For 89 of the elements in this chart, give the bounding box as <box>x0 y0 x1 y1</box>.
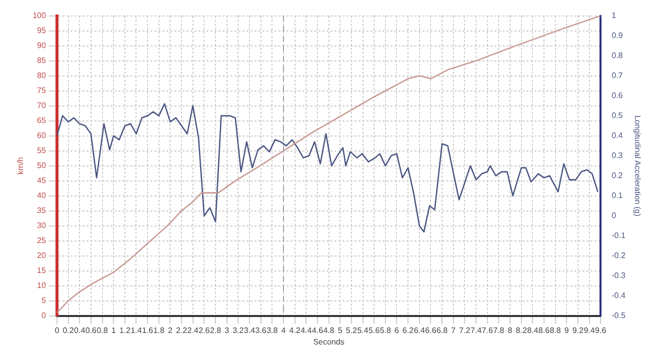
x-tick-label: 8.6 <box>538 326 550 335</box>
y-tick-label: 40 <box>37 191 46 200</box>
y-tick-label: 15 <box>37 266 46 276</box>
x-tick-label: 8 <box>508 326 513 335</box>
y2-tick-label: 0 <box>612 211 617 220</box>
y2-tick-label: -0.4 <box>612 291 626 300</box>
y-tick-label: 50 <box>37 161 46 170</box>
x-tick-label: 6.8 <box>436 326 448 335</box>
x-tick-label: 5.8 <box>380 326 392 335</box>
y2-tick-label: 0.1 <box>612 191 624 200</box>
x-tick-label: 9 <box>564 326 570 335</box>
x-tick-label: 5.2 <box>346 326 358 335</box>
y2-tick-label: 0.8 <box>612 51 624 60</box>
x-tick-label: 5.4 <box>357 326 369 335</box>
x-tick-label: 1.6 <box>142 326 154 335</box>
y-tick-label: 95 <box>37 26 46 36</box>
y-tick-label: 20 <box>37 251 46 260</box>
x-tick-label: 9.4 <box>584 326 596 335</box>
x-tick-label: 4 <box>281 326 286 335</box>
y-tick-label: 70 <box>37 101 46 110</box>
y2-axis-title: Longitudinal Acceleration (g) <box>632 115 642 217</box>
x-tick-label: 4.2 <box>289 326 301 335</box>
y2-tick-label: -0.2 <box>612 251 626 260</box>
x-tick-label: 3.6 <box>255 326 267 335</box>
x-tick-label: 3.2 <box>232 326 244 335</box>
y-tick-label: 90 <box>37 41 46 50</box>
x-tick-label: 6 <box>394 326 400 335</box>
x-tick-label: 0.4 <box>74 326 86 335</box>
x-tick-label: 1.4 <box>130 326 142 335</box>
y2-tick-label: 0.4 <box>612 131 624 140</box>
y2-tick-label: -0.5 <box>612 311 626 320</box>
x-tick-label: 3.8 <box>266 326 278 335</box>
y2-tick-label: 1 <box>612 11 617 20</box>
x-tick-label: 2.8 <box>210 326 222 335</box>
y-tick-label: 5 <box>41 296 46 306</box>
y2-tick-label: -0.1 <box>612 231 626 240</box>
x-tick-label: 8.8 <box>550 326 562 335</box>
y2-tick-label: 0.9 <box>612 31 624 40</box>
y2-tick-label: 0.3 <box>612 151 624 160</box>
y2-tick-label: 0.7 <box>612 71 624 80</box>
x-tick-label: 3.4 <box>244 326 256 335</box>
y-tick-label: 30 <box>37 221 46 230</box>
x-tick-label: 7.8 <box>493 326 505 335</box>
x-tick-label: 5 <box>338 326 343 335</box>
x-tick-label: 6.4 <box>414 326 426 335</box>
x-tick-label: 0.8 <box>96 326 108 335</box>
x-tick-label: 4.4 <box>300 326 312 335</box>
x-tick-label: 7.2 <box>459 326 471 335</box>
x-tick-label: 0.6 <box>85 326 98 335</box>
y-tick-label: 65 <box>37 116 46 126</box>
y-tick-label: 60 <box>37 131 46 140</box>
x-tick-label: 4.6 <box>312 326 324 335</box>
x-tick-label: 8.2 <box>516 326 528 335</box>
y-tick-label: 35 <box>37 206 46 216</box>
y-tick-label: 85 <box>37 56 46 66</box>
x-tick-label: 5.6 <box>368 326 380 335</box>
y-tick-label: 100 <box>32 11 46 20</box>
x-tick-label: 4.8 <box>323 326 335 335</box>
y2-tick-label: 0.2 <box>612 171 624 180</box>
y-tick-label: 75 <box>37 86 46 96</box>
y-tick-label: 80 <box>37 71 46 80</box>
x-tick-label: 8.4 <box>527 326 539 335</box>
x-tick-label: 2.6 <box>198 326 210 335</box>
x-tick-label: 1.8 <box>153 326 165 335</box>
x-tick-label: 7 <box>451 326 456 335</box>
y-tick-label: 55 <box>37 146 46 156</box>
x-tick-label: 0 <box>54 326 60 335</box>
y-tick-label: 10 <box>37 281 46 290</box>
y-tick-label: 45 <box>37 176 46 186</box>
x-tick-label: 6.2 <box>402 326 414 335</box>
y-tick-label: 0 <box>41 311 46 320</box>
x-tick-label: 9.2 <box>572 326 584 335</box>
x-tick-label: 1.2 <box>119 326 132 335</box>
y2-tick-label: -0.3 <box>612 271 626 280</box>
y2-tick-label: 0.5 <box>612 111 624 120</box>
x-tick-label: 7.6 <box>482 326 494 335</box>
x-tick-label: 0.2 <box>62 326 74 335</box>
y-tick-label: 25 <box>37 236 46 246</box>
x-tick-label: 3 <box>224 326 230 335</box>
x-tick-label: 7.4 <box>470 326 482 335</box>
y-axis-title: km/h <box>16 157 26 174</box>
x-tick-label: 9.6 <box>595 326 607 335</box>
x-tick-label: 1 <box>111 326 116 335</box>
x-tick-label: 2.4 <box>187 326 199 335</box>
y2-tick-label: 0.6 <box>612 91 624 100</box>
x-tick-label: 2 <box>168 326 173 335</box>
x-axis-title: Seconds <box>313 337 344 346</box>
x-tick-label: 6.6 <box>425 326 437 335</box>
x-tick-label: 2.2 <box>176 326 188 335</box>
